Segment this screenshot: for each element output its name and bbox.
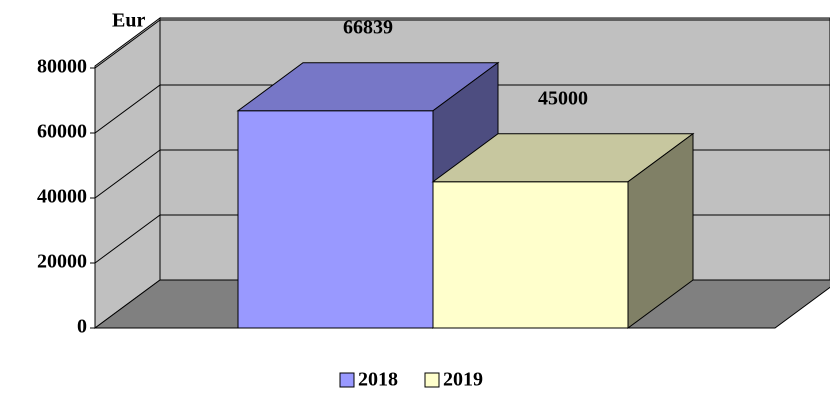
data-label: 66839 — [343, 16, 393, 38]
y-tick-label: 60000 — [37, 121, 87, 143]
data-label: 45000 — [538, 87, 588, 109]
back-wall — [94, 17, 161, 329]
y-tick-label: 80000 — [37, 56, 87, 78]
y-tick-label: 0 — [77, 316, 87, 338]
y-tick-label: 20000 — [37, 251, 87, 273]
grid-line — [94, 19, 830, 69]
legend-label: 2019 — [443, 369, 483, 391]
legend-label: 2018 — [358, 369, 398, 391]
grid-line — [94, 84, 830, 134]
axis-title: Eur — [112, 10, 145, 32]
legend-swatch — [424, 372, 440, 388]
y-tick-label: 40000 — [37, 186, 87, 208]
bar-front — [237, 110, 434, 329]
bar-side — [627, 132, 694, 329]
legend-swatch — [339, 372, 355, 388]
bar-front — [432, 181, 629, 329]
